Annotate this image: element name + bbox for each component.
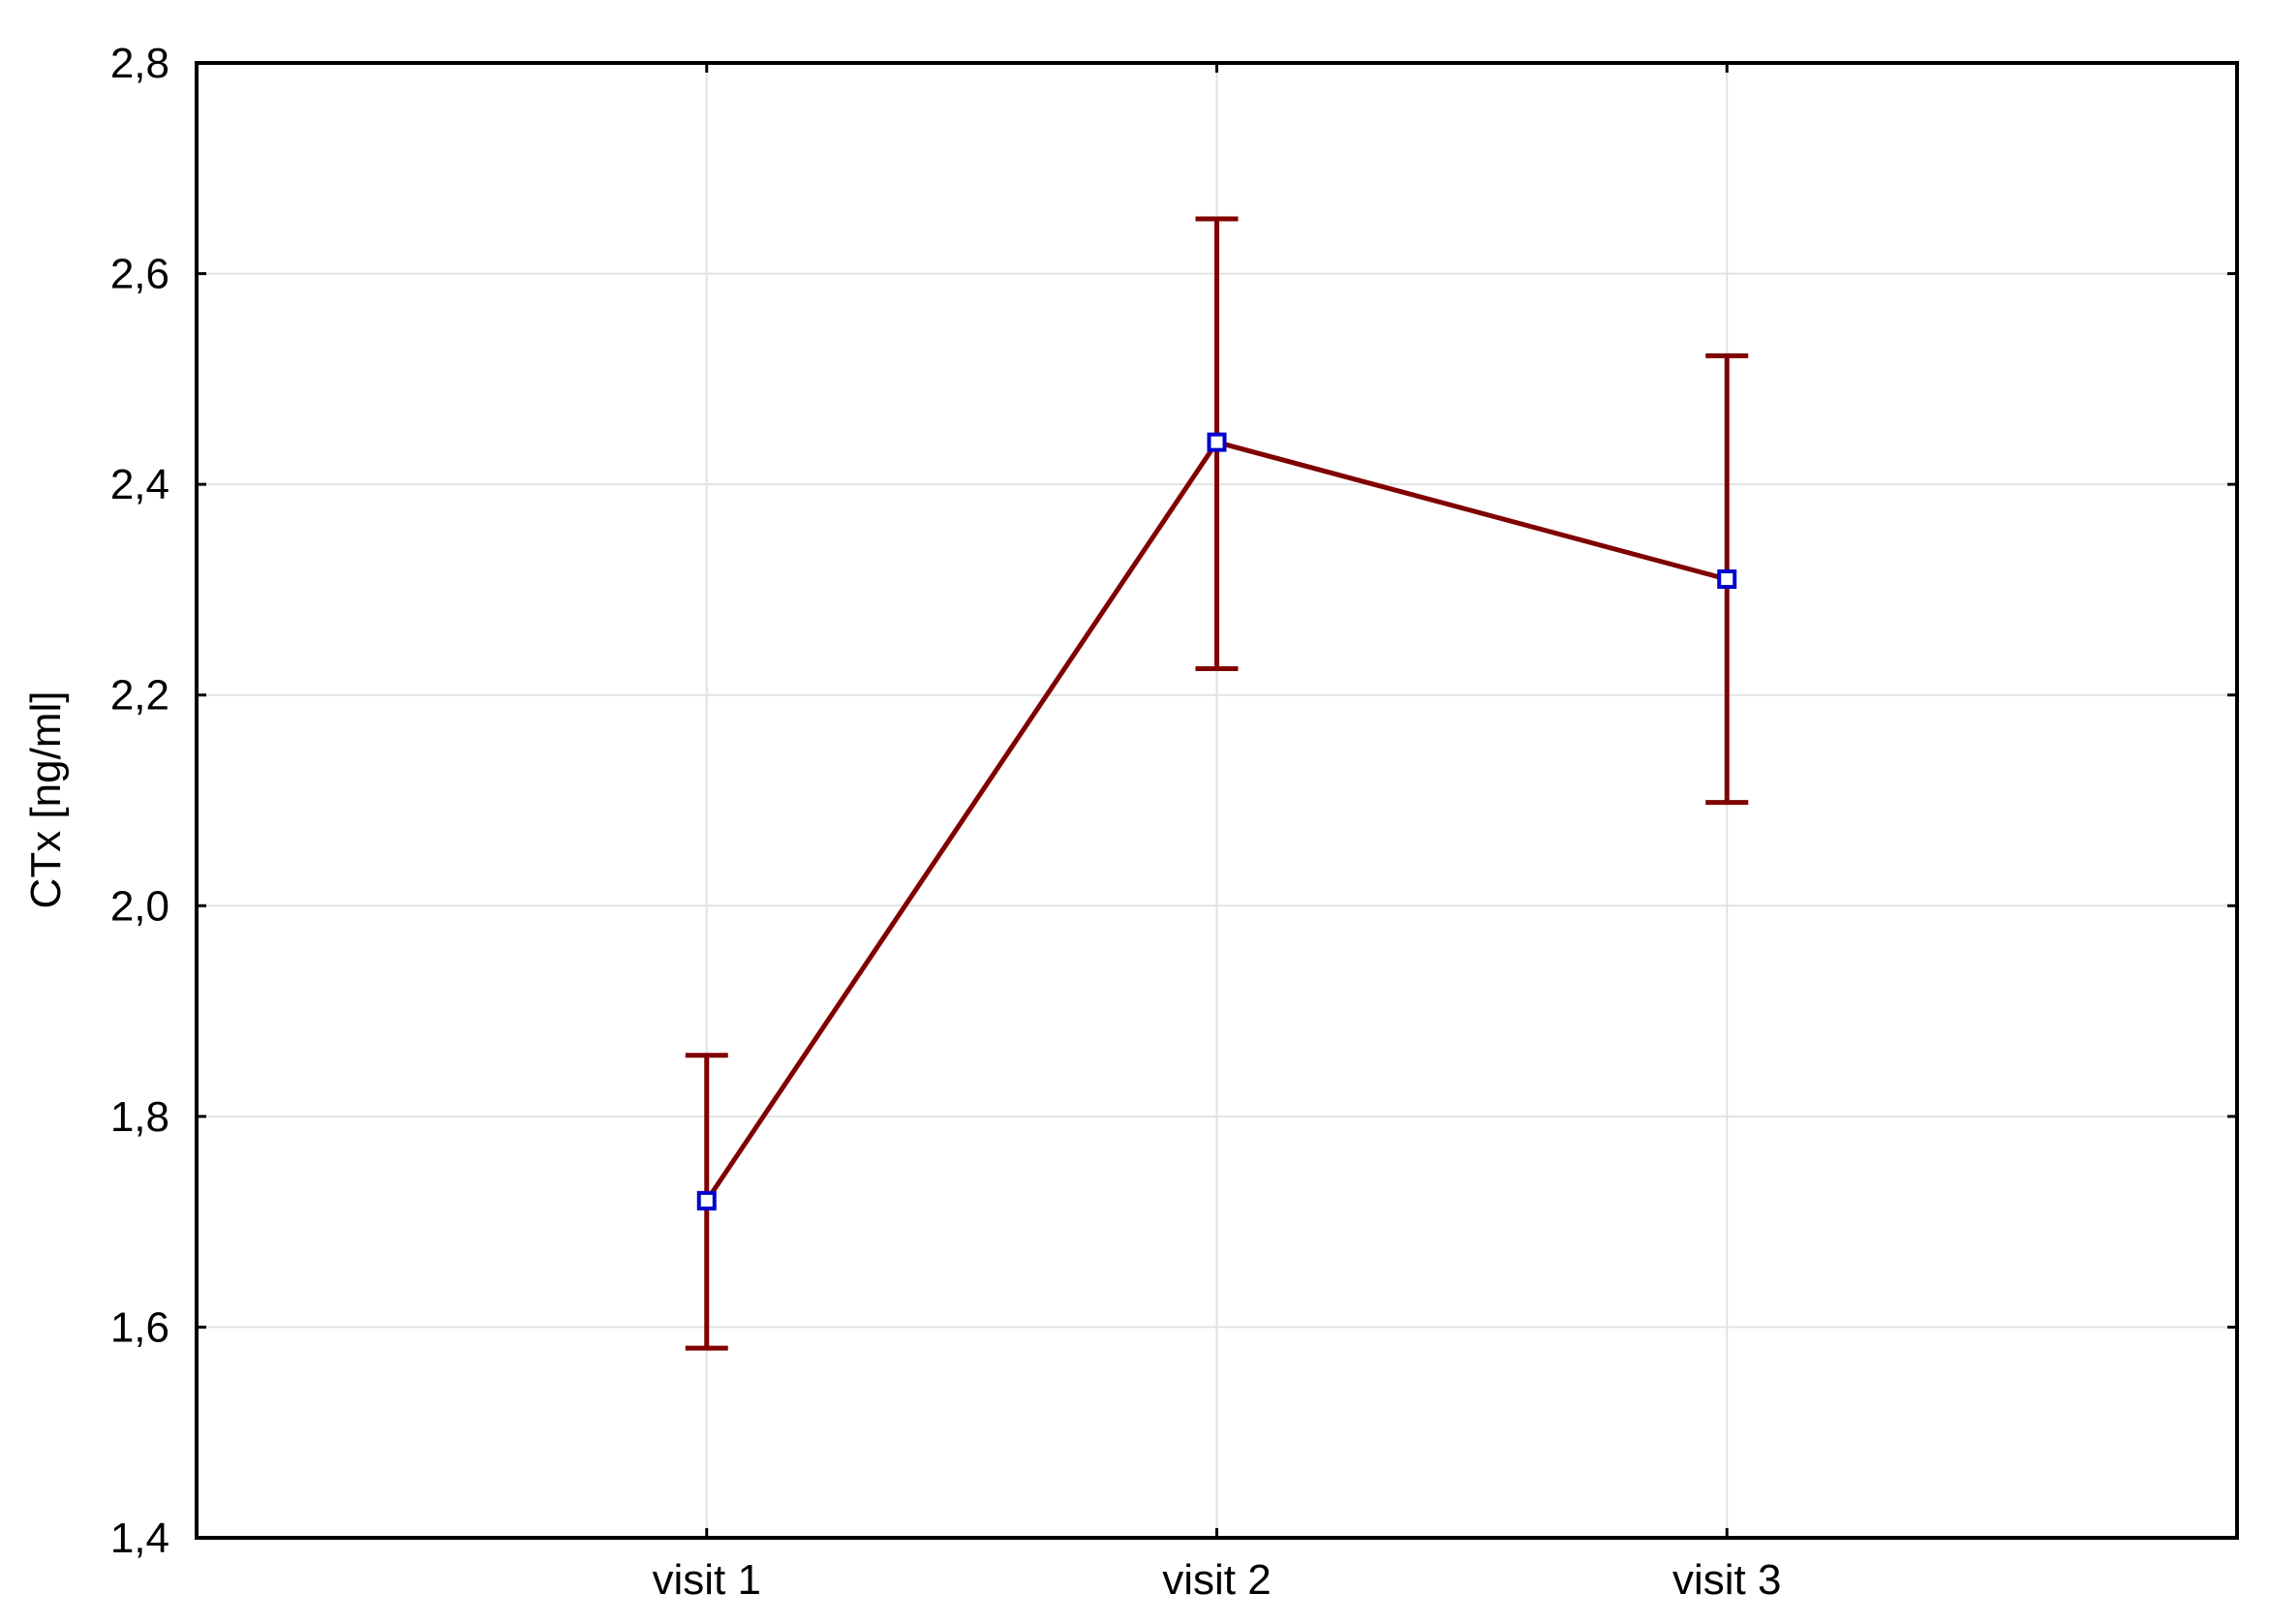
- axis-ticks: [197, 61, 2237, 1540]
- data-point-marker: [696, 1190, 717, 1210]
- y-tick-label: 1,8: [110, 1093, 169, 1141]
- x-tick-label: visit 3: [1672, 1556, 1781, 1604]
- y-tick-label: 2,6: [110, 251, 169, 298]
- x-tick-label: visit 1: [653, 1556, 761, 1604]
- x-tick-label: visit 2: [1162, 1556, 1271, 1604]
- x-tick-labels: visit 1 visit 2 visit 3: [653, 1556, 1782, 1604]
- y-tick-label: 1,4: [110, 1515, 169, 1562]
- y-axis-title: CTx [ng/ml]: [22, 691, 70, 909]
- y-tick-label: 2,0: [110, 882, 169, 930]
- data-point-marker: [1207, 432, 1227, 452]
- y-tick-label: 2,8: [110, 40, 169, 87]
- y-tick-labels: 1,4 1,6 1,8 2,0 2,2 2,4 2,6 2,8: [110, 40, 169, 1562]
- y-tick-label: 2,2: [110, 672, 169, 720]
- y-tick-label: 2,4: [110, 461, 169, 508]
- series-group: [685, 216, 1749, 1351]
- data-point-marker: [1717, 569, 1737, 590]
- y-tick-label: 1,6: [110, 1303, 169, 1351]
